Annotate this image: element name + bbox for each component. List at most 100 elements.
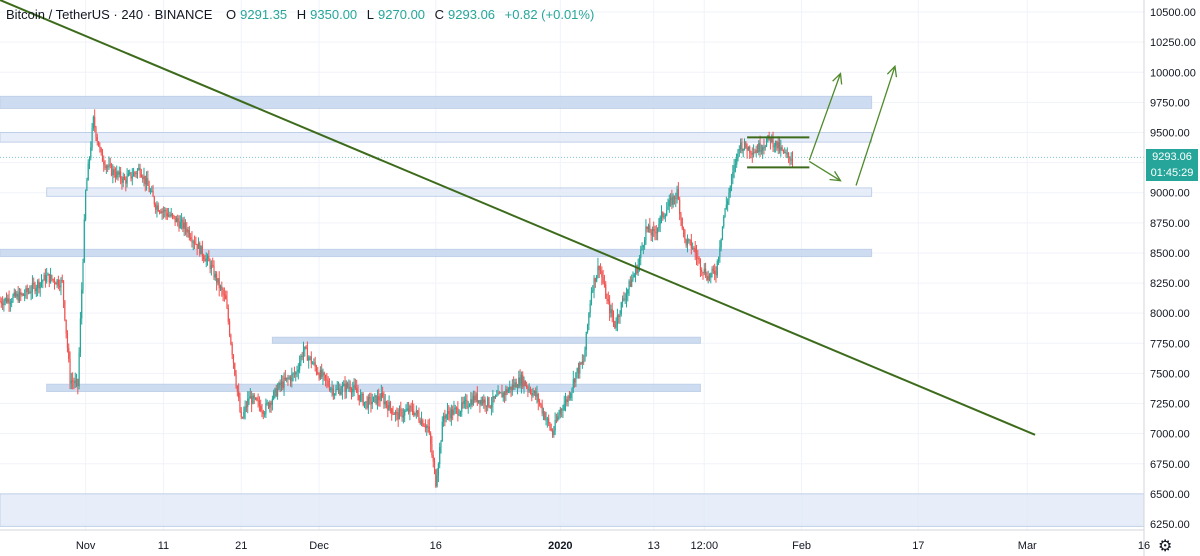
candle-body [562,409,564,411]
candle-body [596,275,598,282]
candle-body [212,265,214,267]
candle-body [87,163,89,181]
time-tick-label: 12:00 [691,540,719,552]
candle-body [388,402,390,411]
candle-body [624,299,626,301]
candle-body [788,153,790,157]
candle-body [24,295,26,297]
candle-body [763,147,765,149]
candle-body [168,215,170,217]
candle-body [465,399,467,401]
candle-body [130,172,132,179]
candle-body [398,409,401,420]
candle-body [750,152,752,154]
candle-body [712,268,714,271]
candle-body [97,141,100,147]
candle-body [686,239,689,246]
candle-body [518,377,520,388]
candle-body [171,213,174,216]
candle-body [370,397,372,405]
candle-body [280,381,283,386]
projection-arrow [809,160,842,182]
candle-body [592,290,594,292]
candle-body [523,380,525,387]
candle-body [132,172,135,177]
candle-body [175,218,177,223]
candle-body [417,410,419,415]
candle-body [227,308,229,322]
candle-body [693,248,695,250]
candle-body [725,204,727,209]
candle-body [85,190,87,220]
candle-body [180,219,183,222]
candle-body [204,259,206,262]
gear-icon[interactable]: ⚙ [1158,538,1173,555]
candle-body [77,379,79,387]
candle-body [51,274,53,280]
candle-body [557,416,559,421]
candle-body [214,273,216,278]
candle-body [751,153,753,155]
candle-body [213,265,215,278]
time-tick-label: 2020 [548,540,572,552]
candle-body [694,248,696,253]
candle-body [699,259,702,270]
candle-body [165,209,167,214]
candle-body [571,388,573,394]
candle-body [715,274,717,276]
candle-body [599,269,602,272]
candle-body [99,146,101,148]
support-resistance-zone [0,95,873,109]
candle-body [478,400,480,403]
candle-body [577,368,580,374]
candle-body [118,171,120,175]
candle-body [430,433,432,445]
candle-body [284,377,286,380]
candle-body [752,152,755,155]
candle-body [9,302,11,304]
candle-body [660,212,663,217]
candle-body [38,281,40,289]
candle-body [598,266,600,270]
candle-body [742,148,744,151]
candle-body [520,374,523,386]
candle-body [234,363,236,375]
candle-body [29,291,31,293]
candle-body [406,408,408,411]
candle-body [358,394,360,401]
candle-body [218,278,220,289]
candle-body [717,256,720,262]
candle-body [772,136,774,147]
candle-body [657,228,659,233]
price-tick-label: 9000.00 [1150,188,1190,200]
candle-body [459,411,462,415]
candle-body [396,412,398,414]
candle-body [283,377,285,388]
candle-body [223,294,225,296]
candle-body [112,169,114,176]
candle-body [153,196,155,205]
candle-body [149,191,152,193]
candle-body [601,271,603,278]
candle-body [666,210,668,216]
price-tick-label: 7250.00 [1150,399,1190,411]
candle-body [769,137,772,143]
candle-body [479,400,481,405]
high-value: 9350.00 [310,7,358,22]
candle-body [206,256,209,259]
candle-body [188,229,190,238]
candle-body [238,391,240,398]
candle-body [75,379,78,381]
candle-body [222,289,224,295]
candle-body [619,314,621,317]
candle-body [716,261,718,276]
candle-body [697,257,699,259]
candle-body [450,409,452,419]
symbol-title[interactable]: Bitcoin / TetherUS · 240 · BINANCE [6,7,213,22]
candle-body [344,383,346,392]
candle-body [785,151,787,155]
candle-body [612,316,615,321]
candle-body [568,396,571,398]
